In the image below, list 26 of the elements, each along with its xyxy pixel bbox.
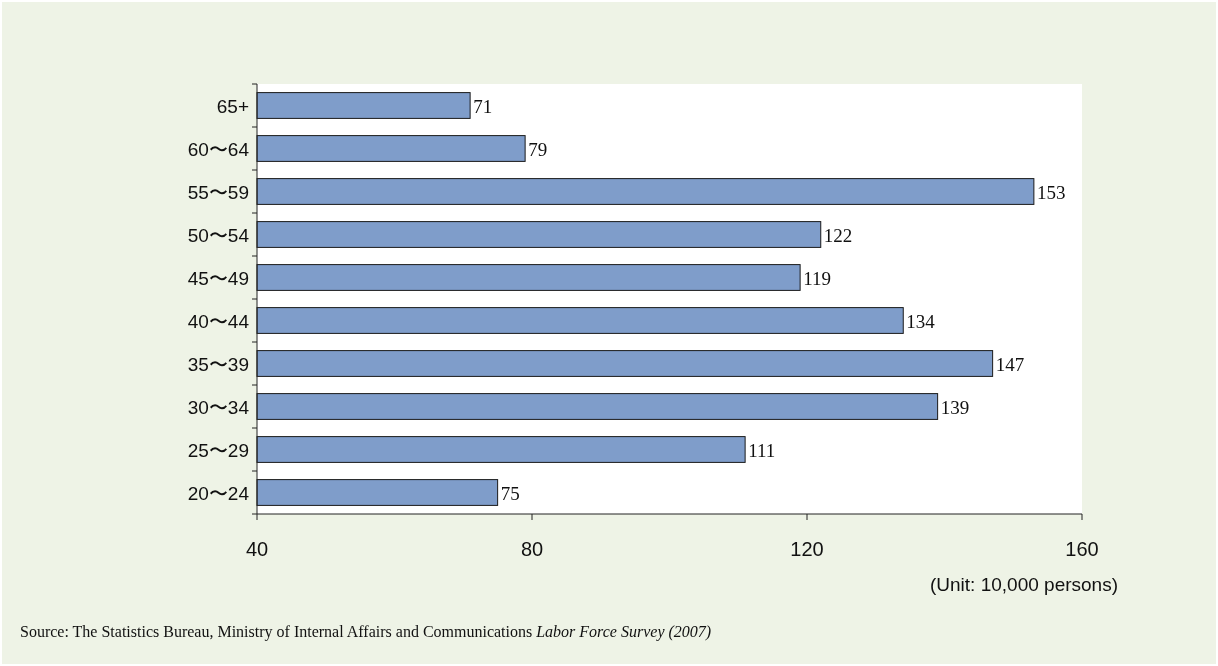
y-tick-label: 50〜54 <box>187 224 250 246</box>
y-tick-label: 40〜44 <box>187 310 250 332</box>
data-label: 79 <box>528 138 548 160</box>
y-tick-label: 25〜29 <box>187 439 249 461</box>
y-tick-label: 55〜59 <box>187 181 249 203</box>
x-tick-label: 80 <box>520 538 544 560</box>
data-label: 139 <box>940 396 970 418</box>
y-tick-label: 60〜64 <box>187 138 250 160</box>
x-tick-label: 40 <box>245 538 269 560</box>
source-note: Source: The Statistics Bureau, Ministry of Internal Affairs and Communications Labor Force Survey (2007) <box>20 623 712 641</box>
text: (Unit: 10,000 persons) <box>930 574 1118 595</box>
data-label: 111 <box>748 439 776 461</box>
y-tick-label: 35〜39 <box>187 353 249 375</box>
data-label: 119 <box>803 267 831 289</box>
y-tick-label: 20〜24 <box>187 482 250 504</box>
data-label: 134 <box>906 310 936 332</box>
data-label: 147 <box>995 353 1025 375</box>
data-label: 122 <box>823 224 853 246</box>
y-tick-label: 45〜49 <box>187 267 249 289</box>
data-label: 71 <box>473 95 493 117</box>
data-label: 75 <box>500 482 520 504</box>
data-label: 153 <box>1036 181 1066 203</box>
y-tick-label: 65+ <box>216 95 249 117</box>
x-tick-label: 160 <box>1065 538 1099 560</box>
x-tick-label: 120 <box>790 538 824 560</box>
y-tick-label: 30〜34 <box>187 396 250 418</box>
